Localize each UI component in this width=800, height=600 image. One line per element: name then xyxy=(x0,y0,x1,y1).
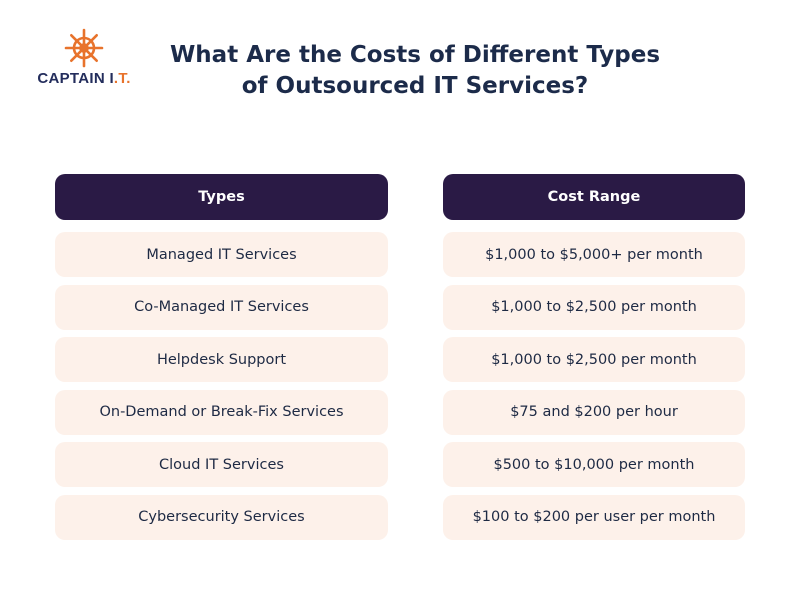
cost-cell: $1,000 to $5,000+ per month xyxy=(443,232,745,277)
cost-cell: $75 and $200 per hour xyxy=(443,389,745,435)
cost-column: Cost Range $1,000 to $5,000+ per month $… xyxy=(443,174,745,540)
cost-cell: $1,000 to $2,500 per month xyxy=(443,284,745,330)
cost-cell: $1,000 to $2,500 per month xyxy=(443,337,745,383)
type-cell: Cloud IT Services xyxy=(55,442,388,488)
cost-cell: $100 to $200 per user per month xyxy=(443,494,745,540)
ship-wheel-icon xyxy=(64,28,104,68)
header-types: Types xyxy=(55,174,388,220)
cost-cell: $500 to $10,000 per month xyxy=(443,442,745,488)
type-cell: Cybersecurity Services xyxy=(55,494,388,540)
types-column: Types Managed IT Services Co-Managed IT … xyxy=(55,174,388,540)
page-title: What Are the Costs of Different Types of … xyxy=(169,42,661,99)
logo-text: CAPTAIN I.T. xyxy=(37,70,131,87)
type-cell: Co-Managed IT Services xyxy=(55,284,388,330)
type-cell: On-Demand or Break-Fix Services xyxy=(55,389,388,435)
type-cell: Managed IT Services xyxy=(55,232,388,277)
logo: CAPTAIN I.T. xyxy=(28,28,140,87)
header-cost-range: Cost Range xyxy=(443,174,745,220)
type-cell: Helpdesk Support xyxy=(55,337,388,383)
